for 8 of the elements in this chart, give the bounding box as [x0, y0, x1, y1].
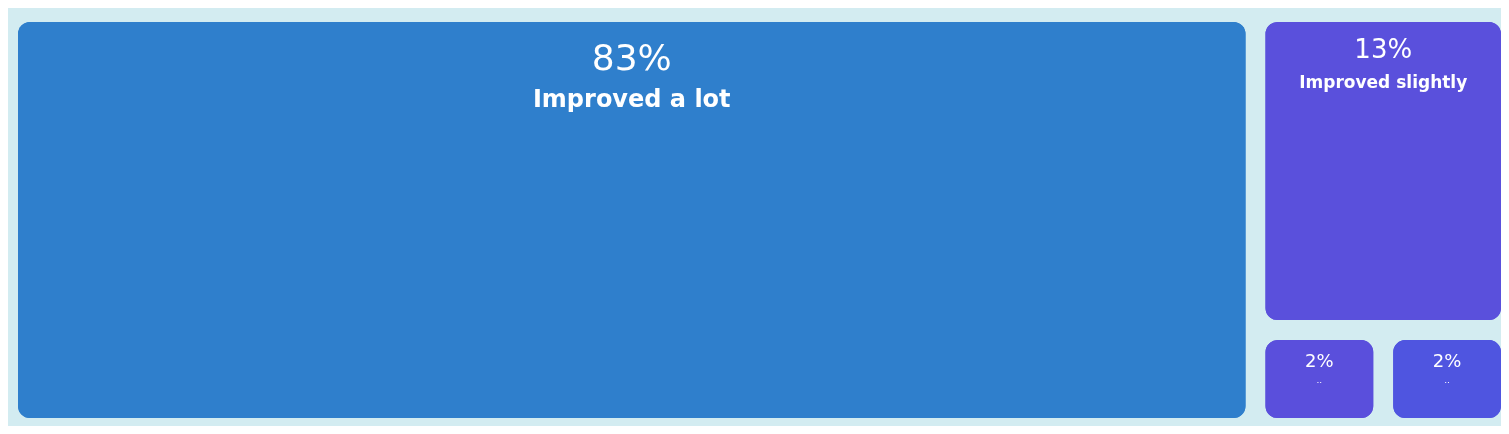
data-label: 83% [591, 36, 672, 78]
data-label: 2% [1305, 349, 1334, 371]
category-label: Improved a lot [532, 85, 731, 113]
category-label: Improved slightly [1299, 72, 1468, 92]
data-label: 13% [1354, 34, 1413, 64]
data-label: 2% [1432, 349, 1462, 371]
category-label: .. [1444, 374, 1450, 385]
category-label: .. [1316, 374, 1323, 385]
